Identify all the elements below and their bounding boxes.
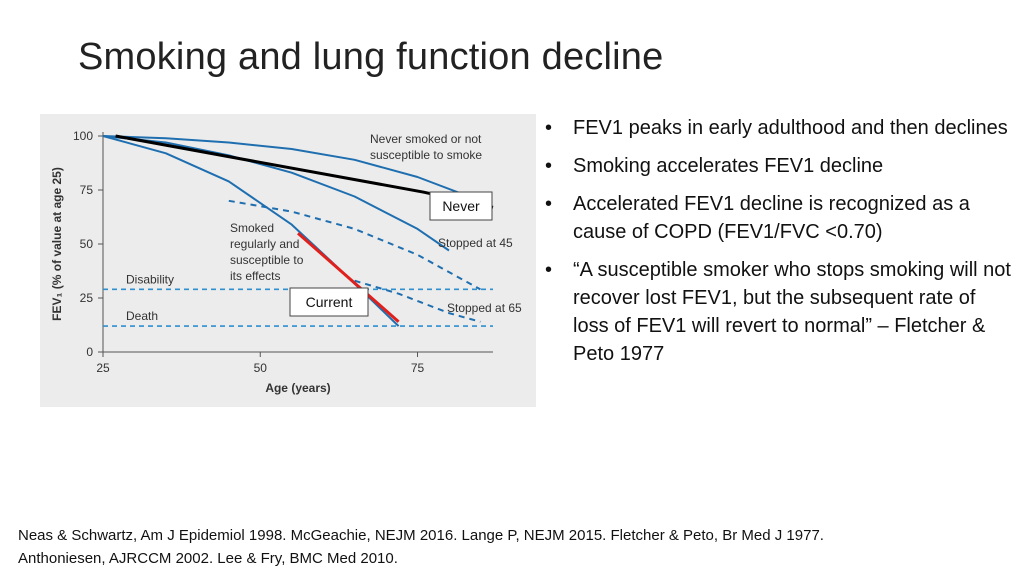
- bullet-dot: •: [545, 259, 553, 281]
- annotation-label: susceptible to smoke: [370, 148, 482, 162]
- y-axis-title: FEV₁ (% of value at age 25): [50, 167, 64, 321]
- x-axis-title: Age (years): [265, 381, 330, 395]
- series-line: [354, 279, 481, 323]
- callout-box: [289, 287, 369, 317]
- series-lines: [102, 135, 481, 327]
- overlay-lines: Never Current: [115, 134, 494, 323]
- annotation-label: regularly and: [230, 237, 299, 251]
- bullet-text: FEV1 peaks in early adulthood and then d…: [573, 117, 1008, 139]
- threshold-lines: Disability Death: [103, 272, 493, 327]
- chart-labels: Never smoked or not susceptible to smoke S…: [230, 132, 522, 315]
- annotation-label: Never smoked or not: [370, 132, 482, 146]
- bullet-item: • FEV1 peaks in early adulthood and then …: [545, 114, 1015, 142]
- series-line: [228, 199, 481, 291]
- bullet-text: Smoking accelerates FEV1 decline: [573, 155, 884, 177]
- annotation-label: Stopped at 65: [447, 301, 522, 315]
- bullet-item: • “A susceptible smoker who stops smoking…: [545, 256, 1015, 368]
- series-line: [102, 135, 481, 202]
- references: Neas & Schwartz, Am J Epidemiol 1998. Mc…: [18, 524, 1008, 570]
- bullet-item: • Accelerated FEV1 decline is recognized …: [545, 190, 1015, 246]
- series-line: [102, 135, 450, 252]
- reference-line: Neas & Schwartz, Am J Epidemiol 1998. Mc…: [18, 527, 824, 544]
- y-tick-label: 50: [80, 237, 94, 251]
- overlay-line: [297, 232, 400, 323]
- threshold-label: Disability: [126, 272, 174, 286]
- callout-label: Never: [442, 198, 480, 214]
- y-tick-label: 75: [80, 183, 94, 197]
- bullet-text: “A susceptible smoker who stops smoking …: [573, 259, 1011, 365]
- fev1-chart-panel: 0 25 50 75 100 25 50 75 Age (years) FEV₁ (% of va…: [40, 114, 536, 407]
- bullet-item: • Smoking accelerates FEV1 decline: [545, 152, 1015, 180]
- bullet-text: Accelerated FEV1 decline is recognized a…: [573, 193, 970, 243]
- slide-title: Smoking and lung function decline: [78, 36, 664, 78]
- annotation-label: Stopped at 45: [438, 236, 513, 250]
- bullet-dot: •: [545, 193, 553, 215]
- reference-line: Anthoniesen, AJRCCM 2002. Lee & Fry, BMC…: [18, 550, 398, 567]
- callout-label: Current: [306, 294, 353, 310]
- y-tick-label: 25: [80, 291, 94, 305]
- bullet-dot: •: [545, 155, 553, 177]
- bullet-dot: •: [545, 117, 553, 139]
- bullet-list: • FEV1 peaks in early adulthood and then …: [545, 114, 1015, 378]
- x-tick-label: 25: [96, 361, 110, 375]
- threshold-label: Death: [126, 309, 158, 323]
- y-tick-label: 100: [73, 129, 93, 143]
- y-tick-label: 0: [86, 345, 93, 359]
- x-tick-label: 50: [254, 361, 268, 375]
- callout-box: [429, 191, 493, 221]
- x-tick-label: 75: [411, 361, 425, 375]
- annotation-label: susceptible to: [230, 253, 304, 267]
- annotation-label: Smoked: [230, 221, 274, 235]
- annotation-label: its effects: [230, 269, 280, 283]
